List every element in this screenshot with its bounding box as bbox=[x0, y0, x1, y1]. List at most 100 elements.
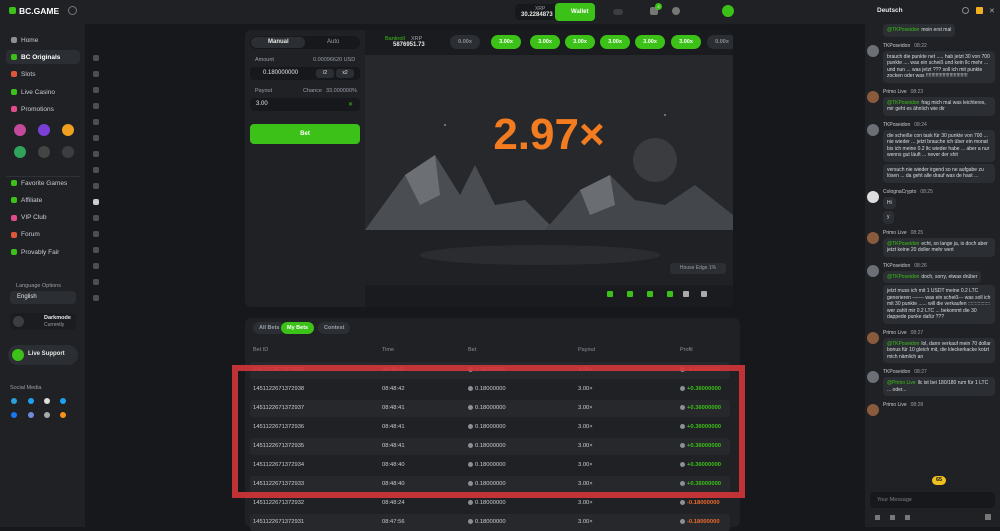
history-pill[interactable]: 3.00x bbox=[671, 35, 701, 49]
history-pill[interactable]: 3.00x bbox=[600, 35, 630, 49]
bet-row[interactable]: 1451122671372935 08:48:41 0.18000000 3.00× +… bbox=[250, 438, 730, 455]
nav-icon[interactable] bbox=[93, 151, 99, 157]
sidebar-link[interactable]: Provably Fair bbox=[6, 245, 80, 259]
amount-input[interactable]: 0.180000000 /2 x2 bbox=[250, 67, 360, 80]
history-pill[interactable]: 3.00x bbox=[565, 35, 595, 49]
game-thumb[interactable] bbox=[62, 146, 74, 158]
unread-badge[interactable]: 65 bbox=[932, 476, 946, 485]
avatar[interactable] bbox=[867, 331, 879, 344]
mention[interactable]: @TKPoseidon bbox=[887, 240, 920, 247]
nav-icon[interactable] bbox=[93, 263, 99, 269]
game-thumb[interactable] bbox=[14, 124, 26, 136]
bets-tab[interactable]: All Bets bbox=[253, 322, 286, 334]
mention[interactable]: @TKPoseidon bbox=[887, 273, 920, 280]
nav-icon[interactable] bbox=[93, 279, 99, 285]
social-icon[interactable] bbox=[44, 398, 50, 404]
tool-icon[interactable] bbox=[627, 291, 633, 297]
tool-icon[interactable] bbox=[683, 291, 689, 297]
darkmode-toggle[interactable]: Darkmode Currently bbox=[10, 313, 76, 330]
sidebar-link[interactable]: Affiliate bbox=[6, 193, 80, 207]
mention[interactable]: @TKPoseidon bbox=[887, 340, 920, 347]
history-pill[interactable]: 0.00x bbox=[707, 35, 733, 49]
history-pill[interactable]: 3.00x bbox=[530, 35, 560, 49]
bet-button[interactable]: Bet bbox=[250, 124, 360, 144]
live-support-button[interactable]: Live Support bbox=[8, 345, 78, 365]
history-pill[interactable]: 3.00x bbox=[491, 35, 521, 49]
payout-input[interactable]: 3.00 bbox=[250, 98, 360, 111]
username[interactable]: TKPoseidon bbox=[883, 262, 911, 269]
mention[interactable]: @Primo Live bbox=[887, 380, 916, 386]
menu-item[interactable]: Home bbox=[6, 33, 80, 47]
username[interactable]: TKPoseidon bbox=[883, 42, 911, 49]
input-icon[interactable] bbox=[890, 515, 895, 520]
bell-icon[interactable] bbox=[672, 7, 680, 15]
bets-tab[interactable]: My Bets bbox=[281, 322, 315, 334]
nav-icon[interactable] bbox=[93, 103, 99, 109]
menu-item[interactable]: Slots bbox=[6, 67, 80, 81]
social-icon[interactable] bbox=[60, 398, 66, 404]
nav-icon[interactable] bbox=[93, 231, 99, 237]
tool-icon[interactable] bbox=[607, 291, 613, 297]
mode-tab[interactable]: Manual bbox=[268, 39, 289, 45]
nav-icon[interactable] bbox=[93, 183, 99, 189]
sidebar-link[interactable]: Favorite Games bbox=[6, 176, 80, 190]
bet-row[interactable]: 1451122671372931 08:47:56 0.18000000 3.00× -… bbox=[250, 514, 730, 531]
half-button[interactable]: /2 bbox=[316, 69, 334, 78]
input-icon[interactable] bbox=[905, 515, 910, 520]
sidebar-link[interactable]: Forum bbox=[6, 228, 80, 242]
send-icon[interactable] bbox=[985, 514, 991, 520]
avatar[interactable] bbox=[867, 90, 879, 103]
social-icon[interactable] bbox=[28, 412, 34, 418]
avatar[interactable] bbox=[867, 231, 879, 244]
bet-row[interactable]: 1451122671372932 08:48:24 0.18000000 3.00× -… bbox=[250, 495, 730, 512]
game-thumb[interactable] bbox=[38, 146, 50, 158]
close-icon[interactable]: ✕ bbox=[989, 8, 995, 15]
nav-icon[interactable] bbox=[93, 135, 99, 141]
double-button[interactable]: x2 bbox=[336, 69, 354, 78]
bet-row[interactable]: 1451122671372938 08:48:42 0.18000000 3.00× +… bbox=[250, 381, 730, 398]
nav-icon[interactable] bbox=[93, 87, 99, 93]
avatar[interactable] bbox=[867, 264, 879, 277]
username[interactable]: Primo Live bbox=[883, 88, 907, 95]
nav-icon[interactable] bbox=[93, 295, 99, 301]
menu-item[interactable]: BC Originals bbox=[6, 50, 80, 64]
input-icon[interactable] bbox=[875, 515, 880, 520]
nav-icon[interactable] bbox=[93, 119, 99, 125]
nav-icon[interactable] bbox=[93, 167, 99, 173]
avatar[interactable] bbox=[867, 190, 879, 203]
username[interactable]: TKPoseidon bbox=[883, 369, 911, 375]
game-thumb[interactable] bbox=[38, 124, 50, 136]
bet-row[interactable]: 1451122671372937 08:48:41 0.18000000 3.00× +… bbox=[250, 400, 730, 417]
username[interactable]: Primo Live bbox=[883, 229, 907, 236]
logo[interactable]: BC.GAME bbox=[19, 6, 60, 16]
chat-toggle[interactable] bbox=[722, 5, 734, 17]
history-pill[interactable]: 0.00x bbox=[450, 35, 480, 49]
collapse-button[interactable] bbox=[68, 6, 77, 15]
tool-icon[interactable] bbox=[701, 291, 707, 297]
nav-icon[interactable] bbox=[93, 55, 99, 61]
tool-icon[interactable] bbox=[647, 291, 653, 297]
avatar[interactable] bbox=[867, 123, 879, 136]
bet-row[interactable]: 1451122671372936 08:48:41 0.18000000 3.00× +… bbox=[250, 419, 730, 436]
social-icon[interactable] bbox=[44, 412, 50, 418]
social-icon[interactable] bbox=[28, 398, 34, 404]
trophy-icon[interactable] bbox=[976, 7, 983, 14]
nav-icon[interactable] bbox=[93, 71, 99, 77]
nav-icon[interactable] bbox=[93, 199, 99, 205]
menu-item[interactable]: Live Casino bbox=[6, 85, 80, 99]
social-icon[interactable] bbox=[11, 412, 17, 418]
username[interactable]: ColognaCrypto bbox=[883, 188, 917, 195]
bet-row[interactable]: 1451122671372934 08:48:40 0.18000000 3.00× +… bbox=[250, 457, 730, 474]
social-icon[interactable] bbox=[60, 412, 66, 418]
username[interactable]: Primo Live bbox=[883, 402, 907, 408]
menu-item[interactable]: Promotions bbox=[6, 102, 80, 116]
chat-language[interactable]: Deutsch bbox=[877, 7, 903, 14]
message-input[interactable]: Your Message bbox=[870, 492, 995, 508]
bets-tab[interactable]: Contest bbox=[318, 322, 351, 334]
inbox-icon[interactable] bbox=[650, 7, 658, 15]
history-pill[interactable]: 3.00x bbox=[635, 35, 665, 49]
avatar[interactable] bbox=[867, 44, 879, 57]
username[interactable]: TKPoseidon bbox=[883, 121, 911, 128]
language-select[interactable]: English bbox=[10, 291, 76, 304]
tool-icon[interactable] bbox=[667, 291, 673, 297]
